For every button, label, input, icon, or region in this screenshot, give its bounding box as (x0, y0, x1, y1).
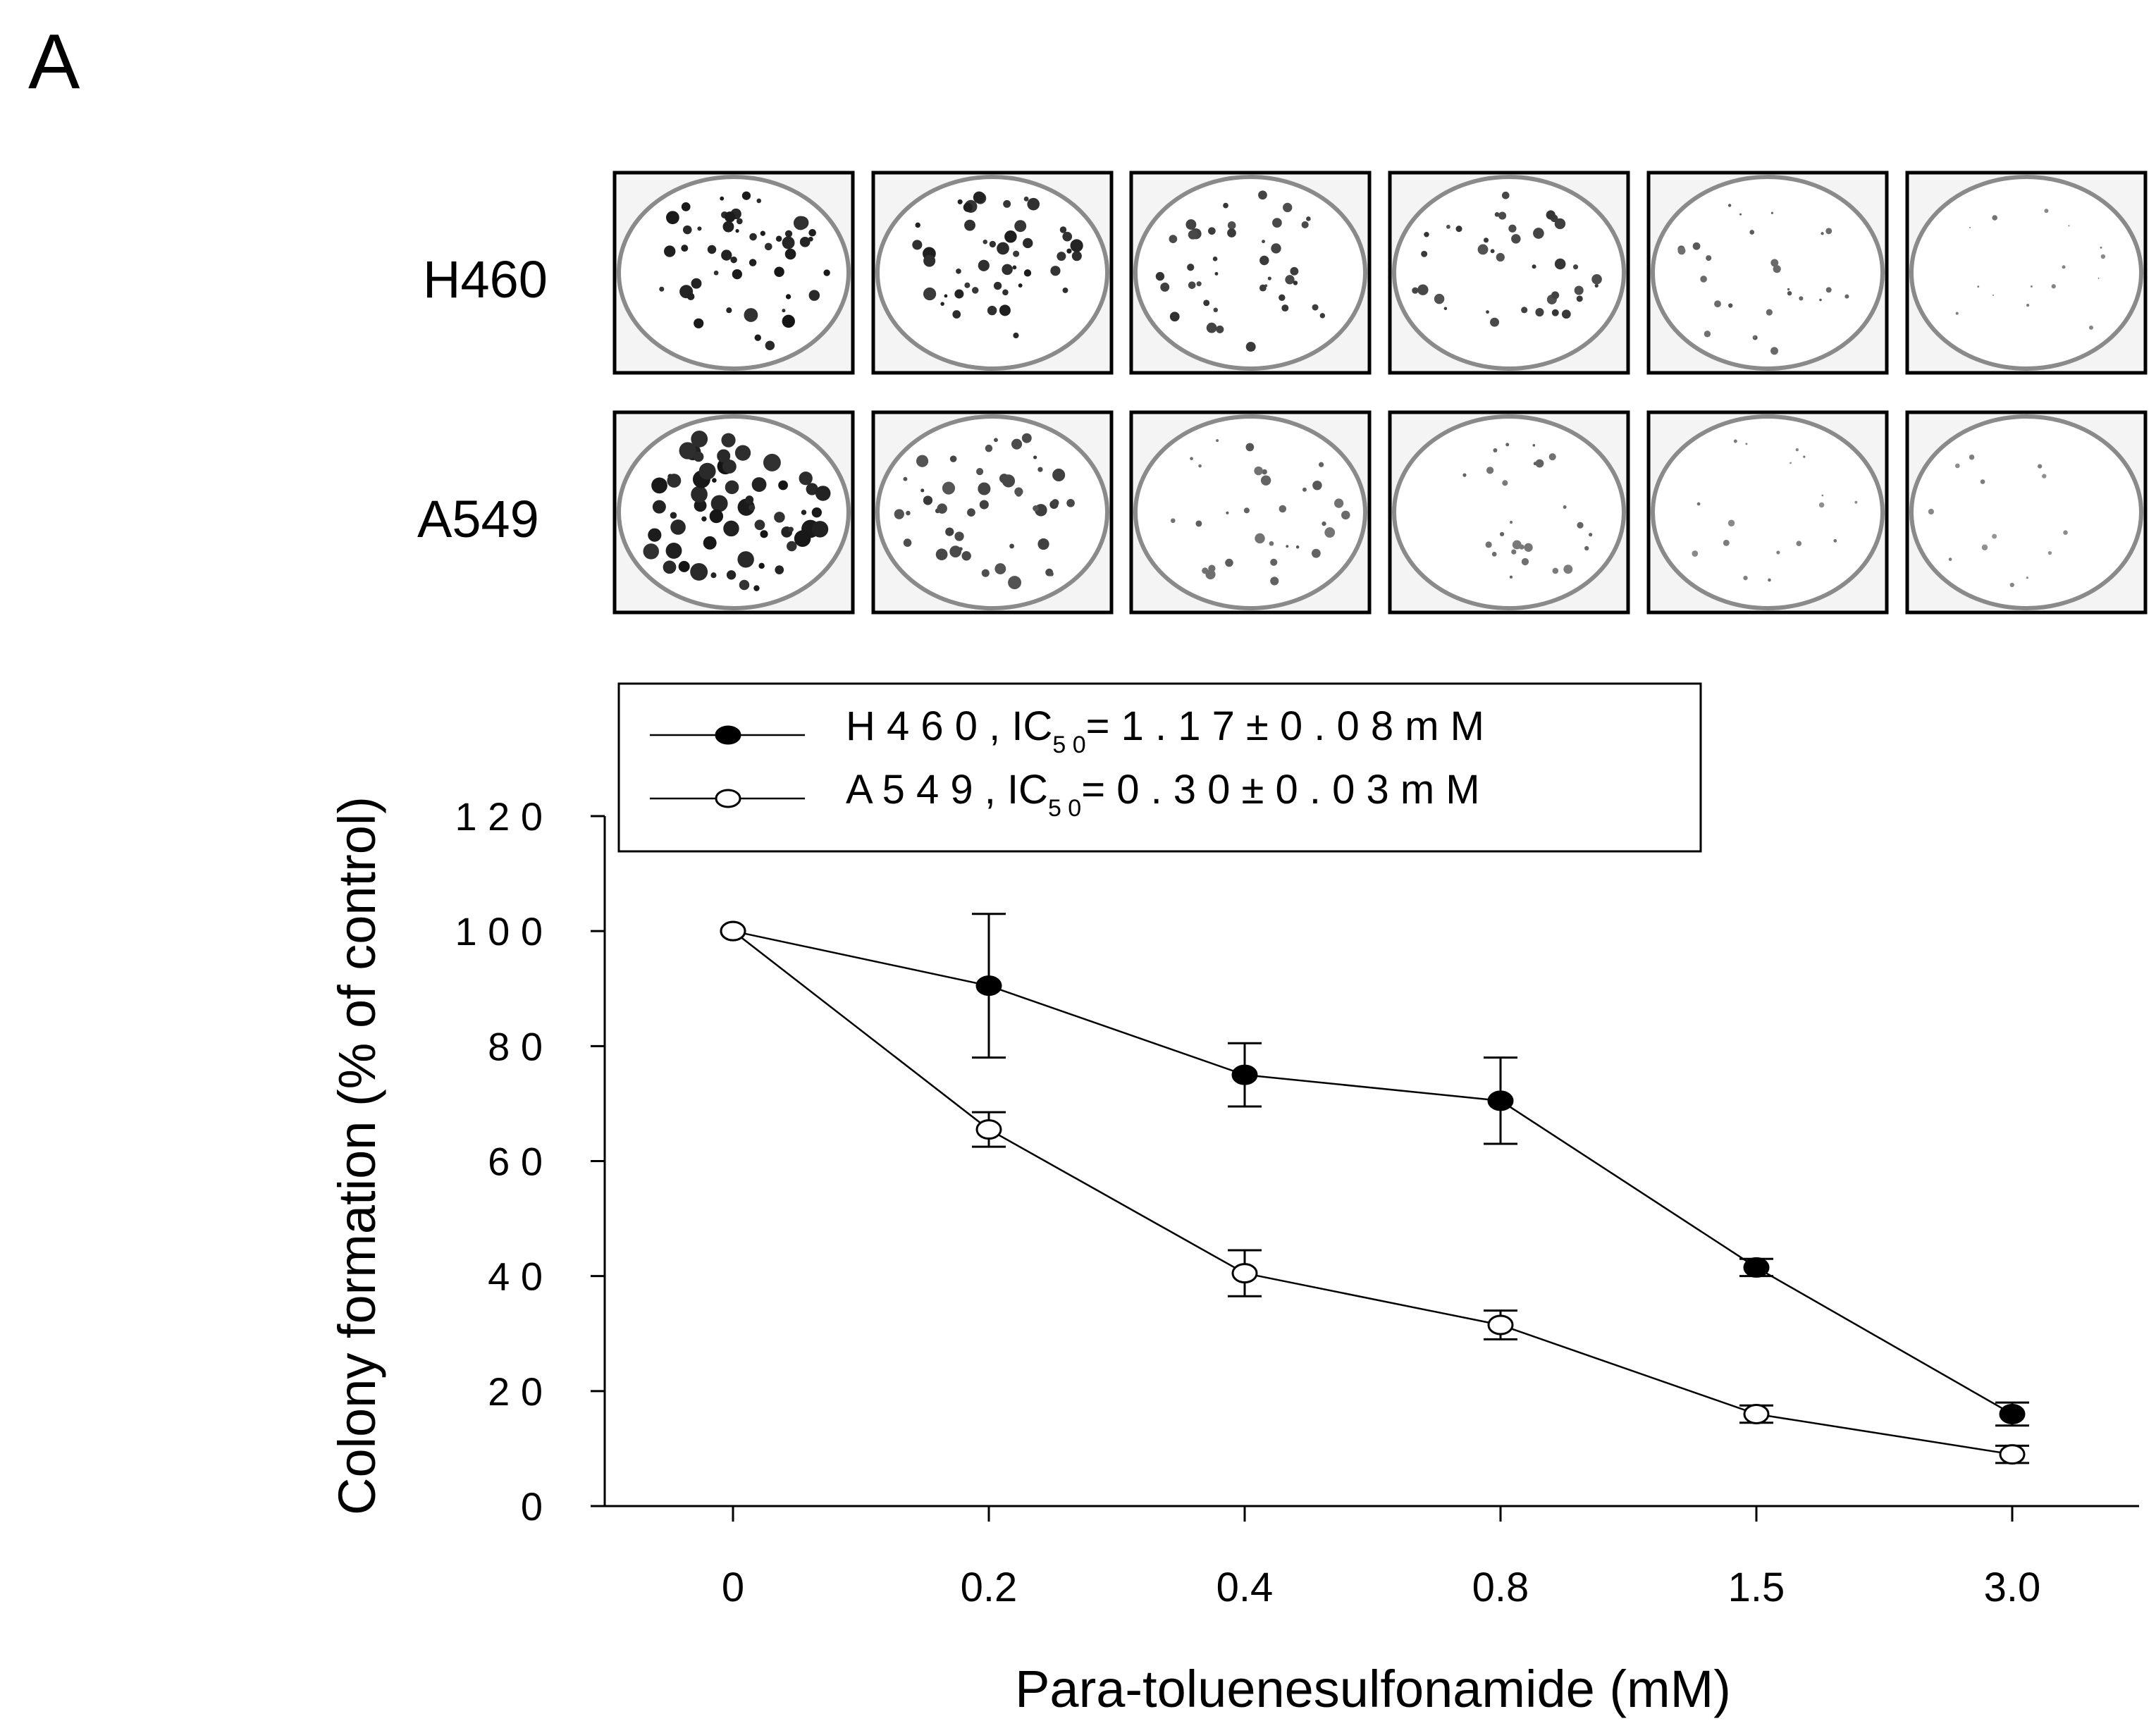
colony-plate-grid: H460 A549 (417, 171, 2148, 615)
colony-plate-h460-1 (612, 171, 855, 375)
y-tick-label: 0 (521, 1484, 543, 1529)
data-point-a549 (1999, 1444, 2026, 1465)
axes (603, 816, 2139, 1507)
y-axis-label: Colony formation (% of control) (328, 796, 386, 1515)
data-point-a549 (975, 1119, 1002, 1140)
colony-plate-h460-4 (1388, 171, 1630, 375)
y-tick-label: 8 0 (488, 1024, 543, 1068)
legend-text-a549: A 5 4 9 , IC5 0= 0 . 3 0 ± 0 . 0 3 m M (846, 767, 1480, 822)
legend-marker-a549 (715, 789, 741, 808)
y-tick-label: 1 2 0 (455, 794, 543, 839)
legend-box (617, 682, 1702, 853)
data-point-h460 (1999, 1403, 2026, 1424)
y-tick-label: 1 0 0 (455, 909, 543, 954)
plate-row-label-a549: A549 (417, 490, 539, 548)
panel-label: A (28, 18, 80, 105)
data-point-a549 (1487, 1314, 1514, 1336)
colony-plate-h460-6 (1905, 171, 2148, 375)
x-tick-label: 0 (722, 1565, 744, 1610)
x-axis-label: Para-toluenesulfonamide (mM) (1015, 1660, 1731, 1718)
series-layer (720, 913, 2029, 1465)
colony-plate-a549-3 (1129, 410, 1372, 615)
y-tick-label: 6 0 (488, 1140, 543, 1184)
data-point-a549 (720, 920, 746, 942)
x-tick-label: 0.8 (1472, 1565, 1529, 1610)
legend: H 4 6 0 , IC5 0= 1 . 1 7 ± 0 . 0 8 m M A… (617, 682, 1702, 853)
x-tick-label: 0.2 (961, 1565, 1018, 1610)
x-tick-label: 1.5 (1728, 1565, 1785, 1610)
data-point-h460 (1231, 1064, 1258, 1085)
colony-plate-h460-5 (1646, 171, 1889, 375)
colony-plate-a549-5 (1646, 410, 1889, 615)
x-tick-label: 3.0 (1984, 1565, 2041, 1610)
x-tick-label: 0.4 (1216, 1565, 1274, 1610)
y-tick-label: 4 0 (488, 1254, 543, 1299)
colony-plate-h460-2 (871, 171, 1114, 375)
y-tick-label: 2 0 (488, 1369, 543, 1414)
colony-plate-a549-1 (612, 410, 855, 615)
colony-plate-a549-4 (1388, 410, 1630, 615)
data-point-a549 (1231, 1263, 1258, 1284)
legend-marker-h460 (715, 725, 741, 745)
data-point-h460 (1743, 1257, 1770, 1278)
data-point-h460 (1487, 1090, 1514, 1111)
series-line-h460 (732, 930, 2013, 1415)
series-line-a549 (732, 930, 2013, 1455)
x-ticks: 0 0.2 0.4 0.8 1.5 3.0 (722, 1506, 2040, 1610)
colony-plate-a549-6 (1905, 410, 2148, 615)
colony-plate-h460-3 (1129, 171, 1372, 375)
data-point-h460 (975, 975, 1002, 997)
y-ticks: 0 2 0 4 0 6 0 8 0 1 0 0 1 2 0 (455, 794, 605, 1529)
plate-row-label-h460: H460 (423, 250, 548, 309)
data-point-a549 (1743, 1403, 1770, 1424)
legend-text-h460: H 4 6 0 , IC5 0= 1 . 1 7 ± 0 . 0 8 m M (846, 703, 1484, 758)
colony-plate-a549-2 (871, 410, 1114, 615)
